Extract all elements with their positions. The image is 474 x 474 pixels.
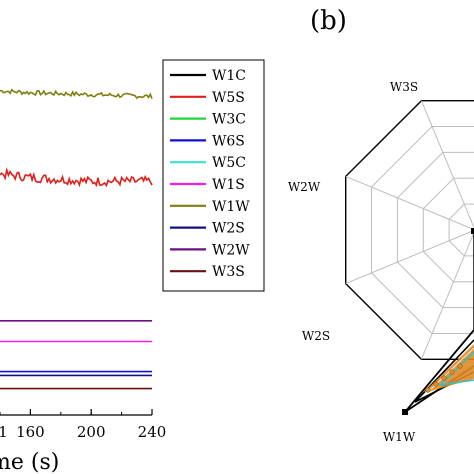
radar-data-point <box>425 387 431 393</box>
legend-label-w5c: W5C <box>212 155 246 171</box>
radar-spoke <box>345 229 474 285</box>
legend-label-w1c: W1C <box>212 68 246 84</box>
radar-data-point <box>457 363 463 369</box>
legend-label-w5s: W5S <box>212 90 245 106</box>
series-line-w5s <box>0 166 153 188</box>
series-line-w1w <box>0 88 153 100</box>
radar-data-group <box>402 228 474 415</box>
radar-series-fill <box>424 343 474 393</box>
radar-outer-ring <box>345 100 474 360</box>
radar-grid-ring <box>396 151 474 309</box>
x-axis-title: me (s) <box>0 450 59 474</box>
x-tick-label: 160 <box>16 423 45 441</box>
legend-label-w1s: W1S <box>212 177 245 193</box>
radar-chart-panel: (b) W3S W2W W2S W1W <box>288 6 474 444</box>
radar-spoke <box>420 100 474 229</box>
radar-data-point <box>433 381 439 387</box>
radar-data-point <box>441 375 447 381</box>
radar-grid-ring <box>448 203 474 257</box>
legend-label-w1w: W1W <box>212 199 250 215</box>
radar-grid-ring <box>371 126 474 334</box>
legend-label-w3s: W3S <box>212 264 245 280</box>
legend-label-w3c: W3C <box>212 112 246 128</box>
legend-box <box>162 59 265 292</box>
radar-axis-label-w1w: W1W <box>383 430 416 444</box>
legend: W1C W5S W3C W6S W5C W1S W1W W2S W2W W3S <box>162 59 265 292</box>
radar-data-point <box>402 409 408 415</box>
series-group <box>0 88 153 390</box>
x-tick-label-partial: 1 <box>0 423 8 441</box>
radar-grid <box>345 100 474 360</box>
legend-label-w2w: W2W <box>212 242 250 258</box>
radar-spoke <box>345 175 474 231</box>
legend-label-w6s: W6S <box>212 133 245 149</box>
radar-axis-label-w2w: W2W <box>288 180 321 194</box>
radar-axis-label-w2s: W2S <box>302 329 330 343</box>
panel-label-b: (b) <box>310 6 347 36</box>
x-tick-label: 200 <box>77 423 106 441</box>
radar-spoke <box>420 231 474 360</box>
radar-data-point <box>471 228 474 234</box>
line-chart-panel: 160 200 240 1 me (s) W1C W5S W3C W6S W5C W1S W1W… <box>0 59 265 474</box>
x-tick-label: 240 <box>138 423 167 441</box>
radar-grid-ring <box>422 177 474 283</box>
radar-axis-labels: W3S W2W W2S W1W <box>288 80 418 444</box>
radar-data-point <box>449 369 455 375</box>
radar-axis-label-w3s: W3S <box>390 80 418 94</box>
x-ticks-group: 160 200 240 <box>0 409 166 441</box>
legend-label-w2s: W2S <box>212 221 245 237</box>
radar-series-line <box>437 351 474 387</box>
